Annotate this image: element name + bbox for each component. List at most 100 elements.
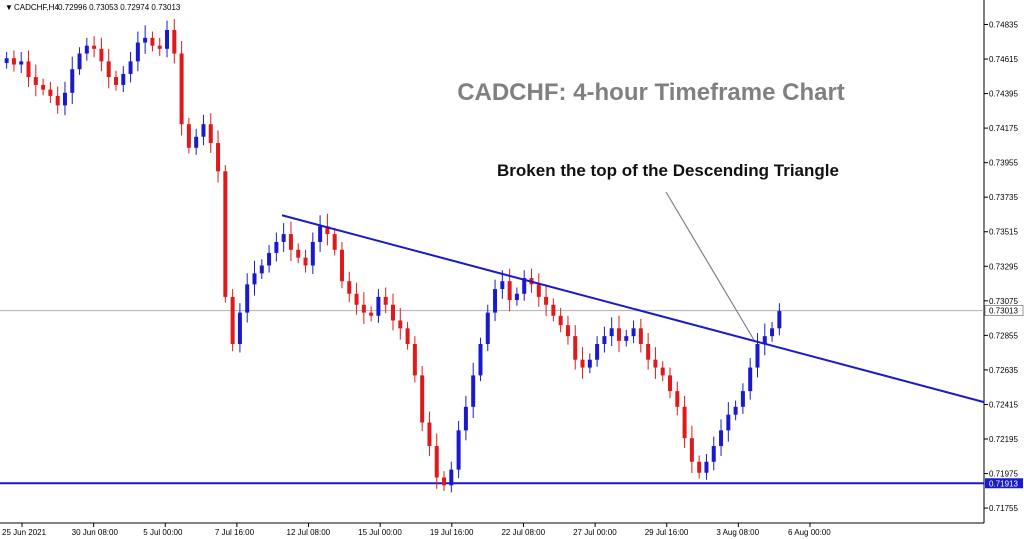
bear-candle [689,438,694,462]
y-tick-label: 0.74835 [989,20,1018,29]
current-price-box [984,305,1024,316]
bull-candle [755,344,760,368]
bull-candle [595,344,600,360]
bull-candle [463,406,468,431]
bull-candle [19,61,24,65]
bear-candle [653,359,658,368]
bull-candle [237,312,242,345]
bear-candle [41,84,46,90]
bull-candle [252,273,257,285]
bull-candle [70,69,75,93]
x-tick-label: 30 Jun 08:00 [72,528,119,537]
bull-candle [274,241,279,253]
bull-candle [726,414,731,431]
x-tick-label: 29 Jul 16:00 [645,528,689,537]
annotation-pointer-line [665,191,755,341]
bear-candle [11,58,16,65]
y-tick-label: 0.73735 [989,193,1018,202]
bear-candle [325,226,330,235]
x-tick-label: 3 Aug 08:00 [716,528,759,537]
bear-candle [638,328,643,345]
x-tick-label: 12 Jul 08:00 [287,528,331,537]
bear-candle [172,29,177,54]
bear-candle [646,344,651,360]
candles-group [4,18,782,493]
x-tick-label: 5 Jul 00:00 [143,528,183,537]
bear-candle [580,359,585,368]
y-tick-label: 0.72635 [989,366,1018,375]
bear-candle [573,336,578,360]
bull-candle [259,265,264,274]
bear-candle [405,328,410,345]
bull-candle [514,293,519,301]
y-tick-label: 0.72195 [989,435,1018,444]
bull-candle [624,336,629,341]
bull-candle [602,336,607,345]
bear-candle [354,293,359,305]
bear-candle [616,328,621,341]
y-tick-label: 0.74615 [989,55,1018,64]
bull-candle [194,136,199,148]
bear-candle [347,281,352,294]
bear-candle [288,234,293,250]
bull-candle [493,289,498,313]
x-tick-label: 19 Jul 16:00 [430,528,474,537]
bull-candle [485,312,490,345]
bear-candle [296,249,301,258]
bull-candle [449,469,454,486]
current-price-label: 0.73013 [989,307,1018,316]
symbol-arrow-icon[interactable]: ▼ [5,3,13,12]
bull-candle [310,241,315,266]
bull-candle [62,92,67,106]
bear-candle [303,257,308,266]
y-tick-label: 0.73515 [989,228,1018,237]
bull-candle [522,278,527,294]
bull-candle [135,42,140,62]
bear-candle [558,315,563,326]
bull-candle [143,37,148,43]
bear-candle [551,304,556,316]
bear-candle [697,461,702,473]
bear-candle [682,406,687,439]
bull-candle [478,344,483,376]
bull-candle [121,73,126,85]
bear-candle [208,124,213,144]
bear-candle [391,304,395,321]
bear-candle [660,367,665,376]
bear-candle [55,95,60,106]
bull-candle [719,430,724,447]
bear-candle [442,477,447,486]
y-tick-label: 0.74175 [989,124,1018,133]
bull-candle [711,446,716,462]
bear-candle [420,375,425,423]
x-axis-ticks: 25 Jun 2021 30 Jun 08:00 5 Jul 00:00 7 Jul … [2,523,831,537]
bear-candle [230,296,235,345]
bear-candle [536,284,541,297]
bear-candle [33,77,38,85]
bear-candle [179,53,184,125]
bull-candle [201,124,206,137]
descending-trendline[interactable] [281,214,985,404]
support-price-box [985,478,1023,489]
bull-candle [609,328,614,337]
bear-candle [186,124,191,148]
bear-candle [216,143,221,172]
bear-candle [92,45,97,49]
bull-candle [770,328,775,337]
bear-candle [332,234,337,250]
bull-candle [777,311,782,329]
bull-candle [587,359,592,368]
bull-candle [740,391,745,407]
bear-candle [369,312,374,316]
bull-candle [4,58,9,63]
bear-candle [427,422,432,447]
bear-candle [106,61,111,78]
bear-candle [434,446,439,478]
bear-candle [361,304,366,313]
bear-candle [157,45,162,49]
bear-candle [223,171,228,297]
symbol-label: CADCHF,H4 [14,3,59,12]
bull-candle [245,284,250,313]
y-tick-label: 0.72415 [989,400,1018,409]
